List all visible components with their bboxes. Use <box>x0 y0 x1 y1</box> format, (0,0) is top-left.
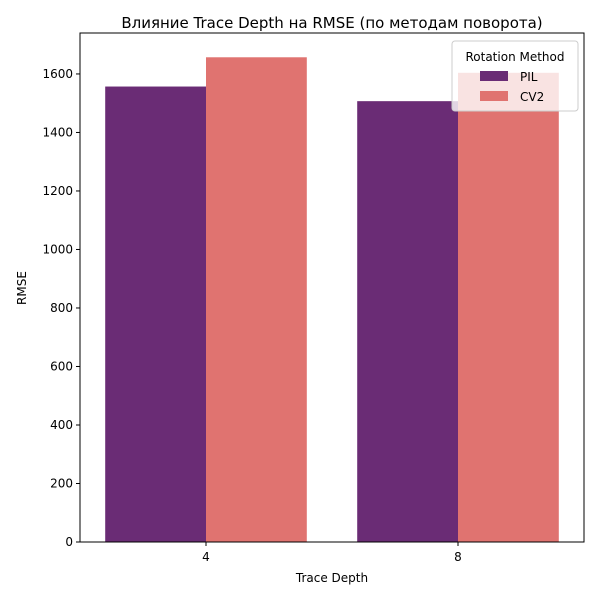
y-tick-label: 1400 <box>42 125 73 139</box>
legend-label-cv2: CV2 <box>520 90 544 104</box>
bar-cv2-4 <box>206 57 307 543</box>
y-tick-label: 400 <box>50 418 73 432</box>
legend-title: Rotation Method <box>465 50 564 64</box>
y-tick-label: 0 <box>65 535 73 549</box>
x-axis-label: Trace Depth <box>295 571 368 585</box>
chart-title: Влияние Trace Depth на RMSE (по методам … <box>121 14 542 32</box>
y-axis-ticks: 0 200 400 600 800 1000 1200 1400 1600 <box>42 67 80 549</box>
legend: Rotation Method PIL CV2 <box>451 40 579 112</box>
y-tick-label: 1000 <box>42 242 73 256</box>
bar-pil-8 <box>357 101 458 543</box>
bar-cv2-8 <box>458 72 559 542</box>
y-tick-label: 1200 <box>42 184 73 198</box>
bars-group <box>105 57 559 543</box>
legend-swatch-pil <box>480 71 508 81</box>
plot-frame <box>79 32 585 543</box>
x-tick-label: 4 <box>202 550 210 564</box>
legend-swatch-cv2 <box>480 91 508 101</box>
y-tick-label: 600 <box>50 359 73 373</box>
y-tick-label: 200 <box>50 476 73 490</box>
y-tick-label: 800 <box>50 301 73 315</box>
y-axis-label: RMSE <box>15 271 29 305</box>
x-tick-label: 8 <box>454 550 462 564</box>
legend-label-pil: PIL <box>520 70 538 84</box>
bar-pil-4 <box>105 86 206 542</box>
y-tick-label: 1600 <box>42 67 73 81</box>
